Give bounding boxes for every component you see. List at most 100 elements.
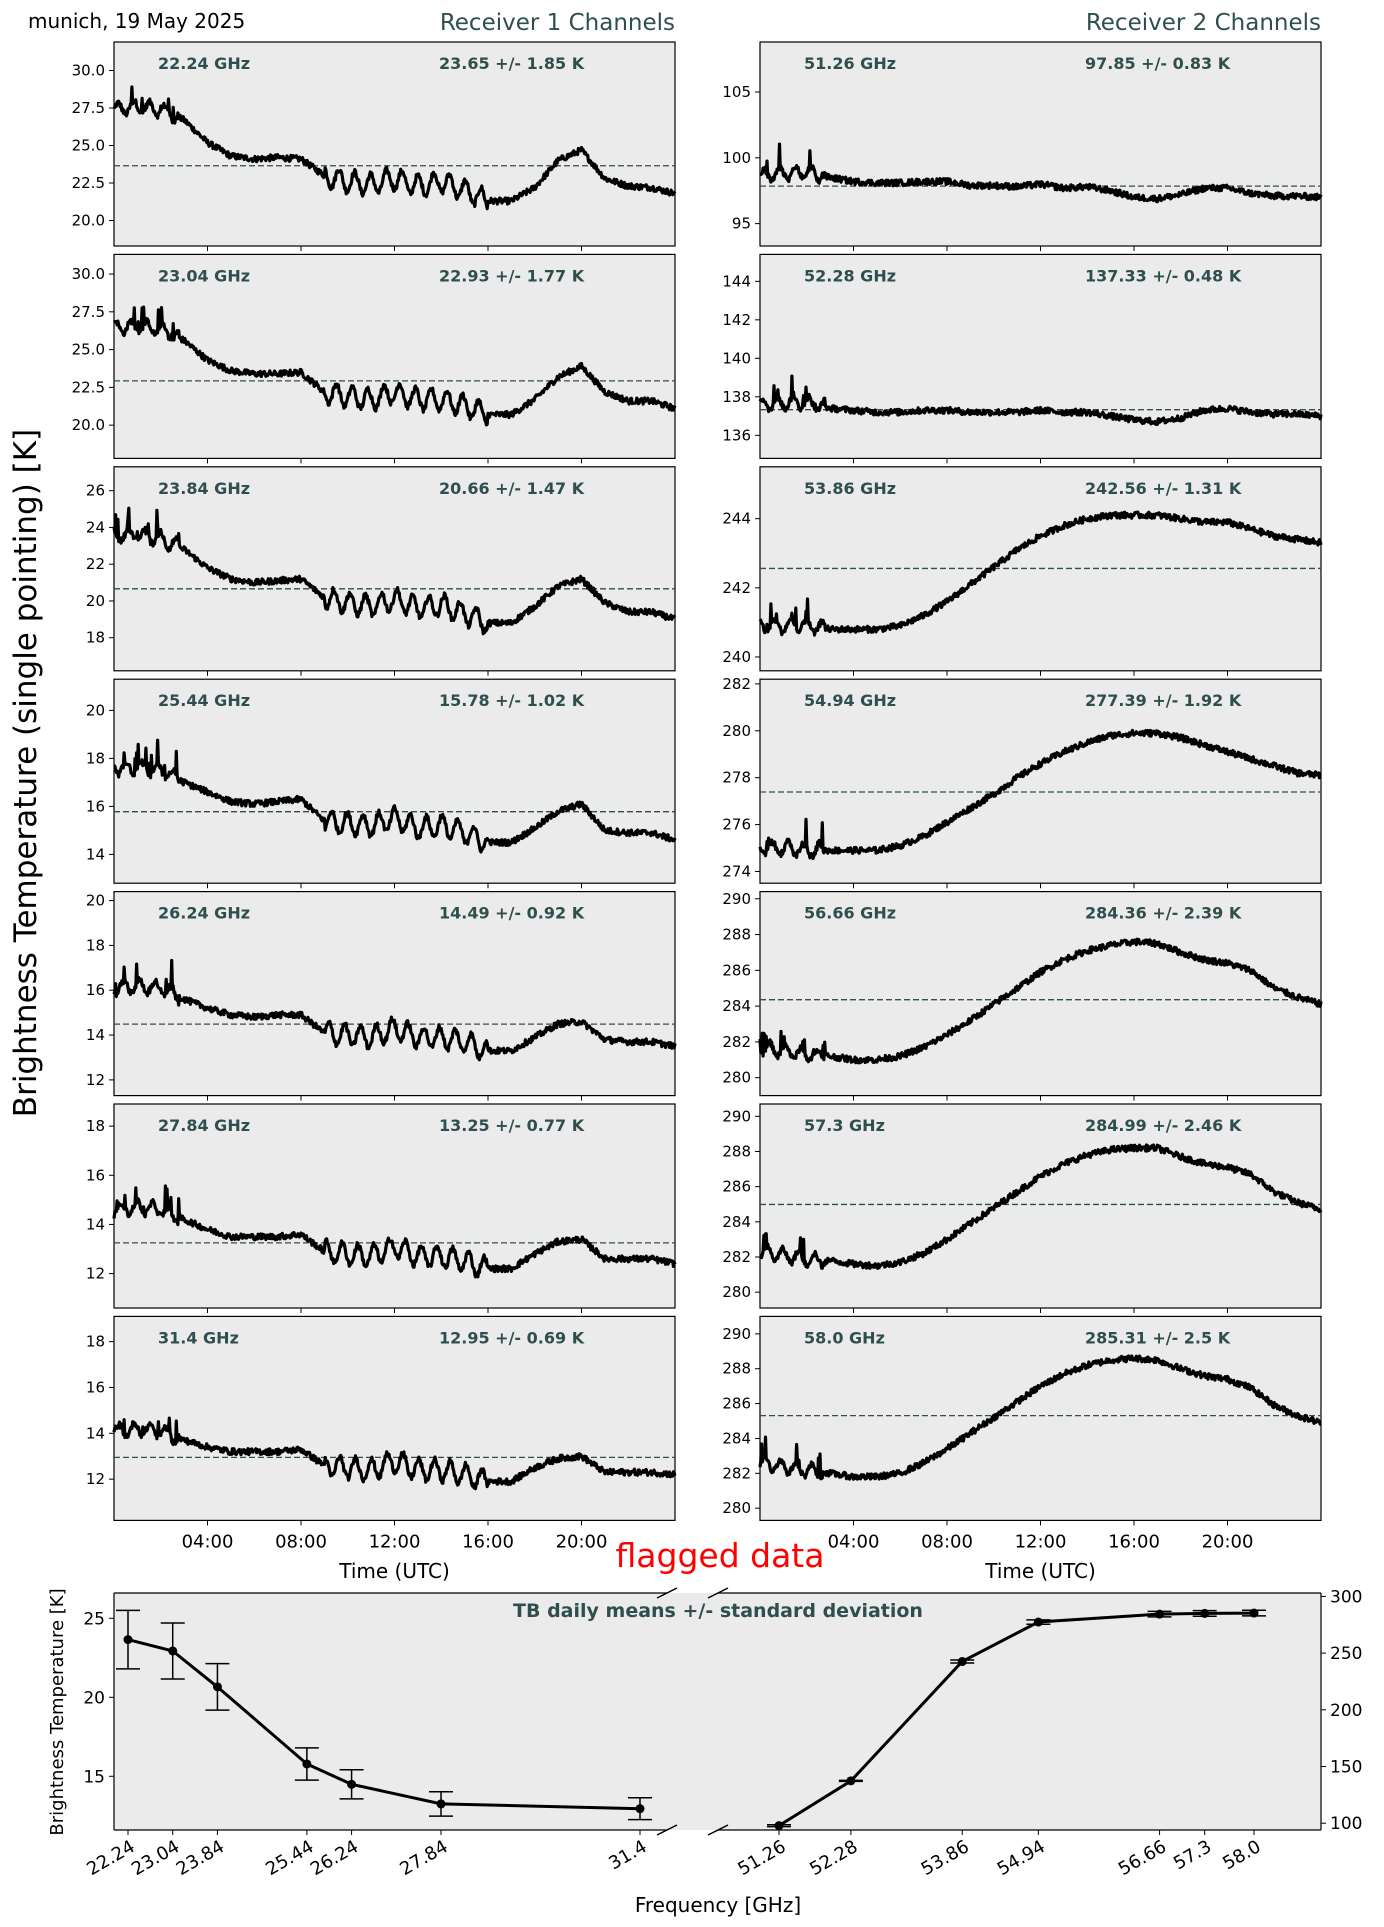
right-ytick-label: 100 <box>1330 1814 1362 1834</box>
freq-tick-label: 25.44 <box>262 1836 317 1880</box>
freq-tick-label: 54.94 <box>994 1836 1049 1880</box>
panel-frame <box>113 1315 676 1522</box>
right-ytick-label: 250 <box>1330 1644 1362 1664</box>
channel-panel: 20 18 16 14 12 26.24 GHz 14.49 +/- 0.92 K <box>86 890 677 1101</box>
freq-tick-label: 52.28 <box>806 1836 861 1880</box>
channel-trace <box>758 937 1323 1065</box>
freq-tick-label: 22.24 <box>83 1836 138 1880</box>
ytick-label: 286 <box>722 1178 751 1196</box>
receiver2-title: Receiver 2 Channels <box>1086 10 1321 36</box>
freq-tick-label: 23.84 <box>173 1836 228 1880</box>
ytick-label: 16 <box>86 1166 105 1184</box>
mean-point <box>347 1779 357 1789</box>
ytick-label: 16 <box>86 981 105 999</box>
mean-point <box>635 1804 645 1814</box>
ytick-label: 16 <box>86 1378 105 1396</box>
ytick-label: 30.0 <box>72 62 105 80</box>
channel-frequency: 22.24 GHz <box>158 54 250 73</box>
panel-frame <box>759 253 1322 459</box>
right-ytick-label: 300 <box>1330 1587 1362 1607</box>
channel-panel: 144 142 140 138 136 52.28 GHz 137.33 +/- 0.48 … <box>722 253 1323 464</box>
ytick-label: 278 <box>722 769 751 787</box>
ytick-label: 288 <box>722 926 751 944</box>
xtick-label: 20:00 <box>556 1531 608 1552</box>
panel-frame <box>759 1315 1322 1522</box>
ytick-label: 18 <box>86 1333 105 1351</box>
channel-trace <box>112 1184 677 1279</box>
ytick-label: 290 <box>722 1325 751 1343</box>
panel-frame <box>113 890 676 1097</box>
xtick-label: 16:00 <box>462 1531 514 1552</box>
channel-trace <box>758 728 1322 861</box>
channel-panel: 290 288 286 284 282 280 56.66 GHz 284.36 +/- 2.… <box>722 890 1323 1101</box>
channel-trace <box>112 1416 677 1491</box>
channel-frequency: 23.04 GHz <box>158 266 250 285</box>
channel-frequency: 56.66 GHz <box>804 904 896 923</box>
xtick-label: 04:00 <box>182 1531 234 1552</box>
ytick-label: 14 <box>86 845 105 863</box>
ytick-label: 142 <box>722 311 751 329</box>
channel-trace <box>112 506 677 636</box>
channel-stat: 277.39 +/- 1.92 K <box>1085 691 1242 710</box>
ytick-label: 25.0 <box>72 137 105 155</box>
channel-frequency: 53.86 GHz <box>804 479 896 498</box>
ytick-label: 280 <box>722 1283 751 1301</box>
ytick-label: 274 <box>722 862 751 880</box>
channel-frequency: 25.44 GHz <box>158 691 250 710</box>
ytick-label: 20 <box>86 892 105 910</box>
channel-panel: 30.0 27.5 25.0 22.5 20.0 23.04 GHz 22.93 +/- 1… <box>72 253 677 464</box>
ytick-label: 27.5 <box>72 303 105 321</box>
channel-stat: 15.78 +/- 1.02 K <box>439 691 585 710</box>
mean-point <box>168 1646 178 1656</box>
xtick-label: 20:00 <box>1202 1531 1254 1552</box>
ytick-label: 290 <box>722 1107 751 1125</box>
channel-trace <box>759 1143 1323 1270</box>
ytick-label: 20 <box>86 592 105 610</box>
channel-panel: 290 288 286 284 282 280 04:00 08:00 12:00 16:00 20… <box>722 1315 1322 1552</box>
channel-stat: 22.93 +/- 1.77 K <box>439 266 585 285</box>
freq-tick-label: 26.24 <box>307 1836 362 1880</box>
channel-frequency: 23.84 GHz <box>158 479 250 498</box>
xtick-label: 08:00 <box>921 1531 973 1552</box>
time-axis-label: Time (UTC) <box>338 1559 450 1583</box>
ytick-label: 286 <box>722 961 751 979</box>
channel-stat: 285.31 +/- 2.5 K <box>1085 1328 1231 1347</box>
ytick-label: 242 <box>722 579 751 597</box>
means-title: TB daily means +/- standard deviation <box>513 1600 923 1622</box>
global-ylabel: Brightness Temperature (single pointing)… <box>8 429 44 1117</box>
ytick-label: 282 <box>722 1248 751 1266</box>
channel-trace <box>112 85 677 211</box>
ytick-label: 136 <box>722 426 751 444</box>
channel-panel: 290 288 286 284 282 280 57.3 GHz 284.99 +/- 2.4… <box>722 1103 1323 1313</box>
channel-trace <box>758 374 1323 426</box>
ytick-label: 282 <box>722 1464 751 1482</box>
ytick-label: 286 <box>722 1395 751 1413</box>
channel-frequency: 51.26 GHz <box>804 54 896 73</box>
mean-point <box>123 1635 133 1645</box>
mean-point <box>774 1821 784 1831</box>
freq-tick-label: 27.84 <box>396 1836 451 1880</box>
ytick-label: 290 <box>722 890 751 908</box>
means-xlabel: Frequency [GHz] <box>635 1893 801 1917</box>
left-ytick-label: 25 <box>83 1609 105 1629</box>
ytick-label: 284 <box>722 1429 751 1447</box>
ytick-label: 22 <box>86 555 105 573</box>
ytick-label: 282 <box>722 1033 751 1051</box>
channel-frequency: 26.24 GHz <box>158 904 250 923</box>
ytick-label: 138 <box>722 388 751 406</box>
mean-point <box>1200 1608 1210 1618</box>
channel-panel: 18 16 14 12 27.84 GHz 13.25 +/- 0.77 K <box>86 1103 677 1313</box>
ytick-label: 18 <box>86 1117 105 1135</box>
channel-stat: 13.25 +/- 0.77 K <box>439 1116 585 1135</box>
ytick-label: 240 <box>722 648 751 666</box>
channel-stat: 12.95 +/- 0.69 K <box>439 1328 585 1347</box>
ytick-label: 284 <box>722 1213 751 1231</box>
ytick-label: 280 <box>722 1499 751 1517</box>
channel-stat: 137.33 +/- 0.48 K <box>1085 266 1242 285</box>
channel-panel: 244 242 240 53.86 GHz 242.56 +/- 1.31 K <box>722 466 1323 676</box>
xtick-label: 12:00 <box>369 1531 421 1552</box>
ytick-label: 282 <box>722 675 751 693</box>
ytick-label: 14 <box>86 1026 105 1044</box>
